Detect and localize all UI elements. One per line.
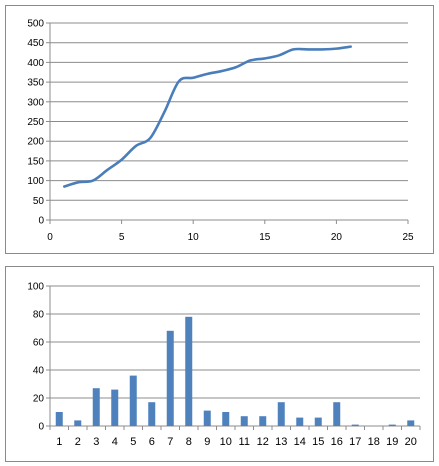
- x-tick-label: 18: [368, 436, 380, 448]
- y-tick-label: 200: [27, 137, 44, 148]
- x-tick-label: 5: [119, 232, 125, 243]
- y-tick-label: 40: [33, 366, 45, 377]
- bar: [222, 412, 230, 426]
- x-tick-label: 8: [186, 436, 192, 448]
- bar: [388, 424, 396, 426]
- x-tick-label: 10: [220, 436, 232, 448]
- x-tick-label: 10: [188, 232, 200, 243]
- bar-chart-panel: 0 20 40 60 80 100 1 2 3 4 5 6 7 8 9 10 11 12 13 14 15 16 17 18 1…: [5, 266, 434, 462]
- x-tick-label: 9: [204, 436, 210, 448]
- y-tick-label: 150: [27, 156, 44, 167]
- x-tick-label: 7: [167, 436, 173, 448]
- y-tick-label: 50: [33, 196, 45, 207]
- bar: [277, 402, 285, 426]
- x-tick-label: 14: [294, 436, 306, 448]
- x-tick-label: 15: [259, 232, 271, 243]
- y-tick-label: 500: [27, 19, 44, 30]
- y-tick-label: 400: [27, 58, 44, 69]
- y-tick-label: 100: [27, 176, 44, 187]
- x-tick-label: 19: [386, 436, 398, 448]
- bar: [259, 416, 267, 426]
- x-tick-label: 16: [331, 436, 343, 448]
- y-tick-label: 0: [38, 216, 44, 227]
- y-tick-label: 80: [33, 310, 45, 321]
- bar: [74, 420, 82, 426]
- x-tick-label: 6: [149, 436, 155, 448]
- y-tick-label: 20: [33, 394, 45, 405]
- bar: [240, 416, 248, 426]
- x-tick-label: 12: [257, 436, 269, 448]
- bar: [351, 424, 359, 426]
- y-tick-label: 60: [33, 338, 45, 349]
- line-chart-svg: 0 50 100 150 200 250 300 350 400 450 500 0 5 10 15 20 25: [27, 19, 414, 244]
- x-tick-label: 25: [402, 232, 414, 243]
- y-tick-label: 0: [38, 422, 44, 433]
- bar: [185, 316, 193, 426]
- bar: [203, 410, 211, 426]
- y-tick-label: 250: [27, 117, 44, 128]
- x-tick-label: 3: [93, 436, 99, 448]
- x-tick-label: 4: [112, 436, 118, 448]
- x-tick-label: 20: [331, 232, 343, 243]
- bar: [407, 420, 415, 426]
- bar: [111, 389, 119, 426]
- bar: [55, 412, 63, 426]
- y-tick-label: 350: [27, 78, 44, 89]
- bar: [333, 402, 341, 426]
- x-tick-label: 15: [312, 436, 324, 448]
- bar: [148, 402, 156, 426]
- x-tick-label: 2: [75, 436, 81, 448]
- x-tick-label: 13: [275, 436, 287, 448]
- bar: [92, 388, 100, 426]
- y-tick-label: 450: [27, 38, 44, 49]
- line-chart-panel: 0 50 100 150 200 250 300 350 400 450 500 0 5 10 15 20 25: [5, 5, 434, 254]
- x-tick-label: 5: [130, 436, 136, 448]
- series-line: [63, 45, 353, 188]
- bar: [314, 417, 322, 426]
- bar: [166, 330, 174, 426]
- y-tick-label: 300: [27, 97, 44, 108]
- x-tick-label: 20: [405, 436, 417, 448]
- x-tick-label: 1: [56, 436, 62, 448]
- x-tick-label: 0: [47, 232, 53, 243]
- x-tick-label: 11: [239, 436, 250, 448]
- bar: [296, 417, 304, 426]
- y-tick-label: 100: [27, 282, 44, 293]
- bar: [129, 375, 137, 426]
- x-tick-label: 17: [349, 436, 361, 448]
